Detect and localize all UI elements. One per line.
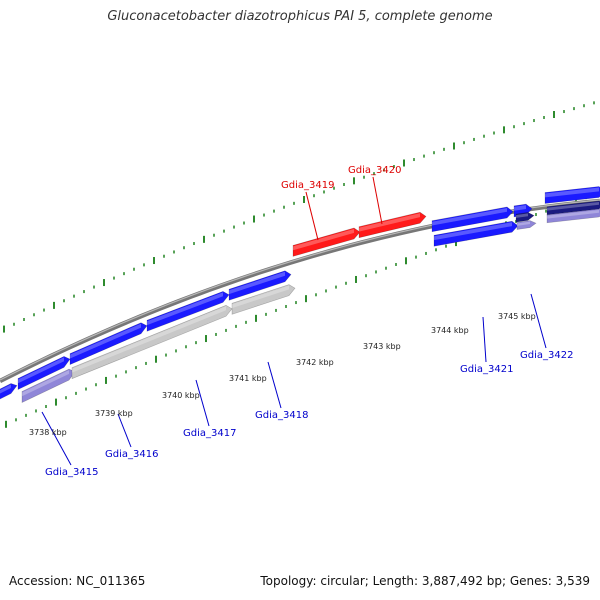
gene-bar-gray-3418[interactable] (231, 284, 296, 315)
gene-arrow-3416-shine (70, 323, 141, 359)
gene-bar-gray-3418-shine (232, 285, 289, 309)
kbp-label: 3743 kbp (363, 342, 401, 351)
gene-label[interactable]: Gdia_3417 (183, 428, 236, 439)
kbp-label: 3739 kbp (95, 409, 133, 418)
outer-tick-track (3, 101, 595, 333)
gene-bar-lavender-3422[interactable] (516, 220, 537, 230)
gene-label[interactable]: Gdia_3418 (255, 410, 308, 421)
gene-label-leader (267, 361, 282, 409)
kbp-label: 3740 kbp (162, 391, 200, 400)
gene-bar-gray-3417-shine (72, 306, 226, 373)
gene-arrow-3421a[interactable] (431, 206, 514, 233)
gene-arrow-3420[interactable] (358, 211, 427, 239)
gene-arrow-3421[interactable] (433, 220, 519, 247)
accession-label: Accession: NC_011365 (9, 574, 146, 588)
kbp-label: 3742 kbp (296, 358, 334, 367)
gene-arrow-right-edge[interactable] (544, 186, 600, 204)
gene-label-leader (482, 316, 487, 363)
gene-label[interactable]: Gdia_3420 (348, 165, 401, 176)
gene-label-leader (372, 176, 383, 225)
gene-arrow-3418-shine (229, 271, 285, 295)
kbp-label: 3741 kbp (229, 374, 267, 383)
gene-arrow-3417[interactable] (146, 291, 230, 332)
gene-label-leader (530, 293, 547, 349)
gene-label-leader (41, 411, 72, 466)
gene-bar-navy-right[interactable] (546, 200, 600, 216)
gene-arrow-3419-shine (293, 229, 354, 251)
gene-label-leader (117, 413, 132, 448)
gene-bar-lavender-right-shine (547, 210, 599, 219)
gene-arrow-3419[interactable] (292, 227, 361, 257)
gene-arrow-3418[interactable] (228, 270, 292, 301)
genome-summary: Topology: circular; Length: 3,887,492 bp… (260, 574, 590, 588)
gene-bar-lavender-right[interactable] (546, 208, 600, 224)
gene-labels[interactable]: Gdia_3415 Gdia_3416 Gdia_3417 Gdia_3418 Gdia… (45, 165, 573, 478)
gene-bar-lavender-3422-shine (517, 221, 530, 226)
gene-bar-lavender-3415-shine (22, 370, 69, 397)
gene-arrow-3417-shine (147, 292, 223, 326)
gene-arrow-3421a-shine (432, 208, 507, 226)
gene-label[interactable]: Gdia_3421 (460, 364, 513, 375)
gene-bar-navy-3422[interactable] (515, 212, 535, 223)
gene-bar-navy-3422-shine (516, 213, 528, 218)
gene-label-leader (195, 379, 210, 427)
gene-arrow-3421-shine (434, 222, 512, 241)
kbp-scale-labels: 3738 kbp 3739 kbp 3740 kbp 3741 kbp 3742 kbp… (29, 312, 536, 437)
kbp-label: 3744 kbp (431, 326, 469, 335)
gene-label-leader (305, 191, 319, 241)
kbp-label: 3745 kbp (498, 312, 536, 321)
label-leader-lines (41, 176, 547, 466)
kbp-label: 3738 kbp (29, 428, 67, 437)
gene-arrow-3421b-shine (514, 205, 526, 211)
gene-bar-navy-right-shine (547, 202, 599, 211)
gene-arrow-3415[interactable] (17, 356, 71, 390)
gene-features[interactable] (0, 186, 600, 405)
gene-label[interactable]: Gdia_3419 (281, 180, 334, 191)
gene-bar-gray-3417[interactable] (71, 304, 233, 380)
gene-arrow-3421b[interactable] (513, 203, 533, 218)
gene-label[interactable]: Gdia_3416 (105, 449, 158, 460)
gene-arrow-3420-shine (359, 213, 420, 232)
genome-title: Gluconacetobacter diazotrophicus PAI 5, … (107, 9, 493, 24)
gene-arrow-3416[interactable] (69, 322, 148, 366)
gene-arrow-right-edge-shine (545, 187, 599, 198)
gene-arrow-left-edge-shine (0, 384, 11, 394)
gene-arrow-3415-shine (18, 357, 64, 384)
gene-label[interactable]: Gdia_3422 (520, 350, 573, 361)
gene-arrow-left-edge[interactable] (0, 383, 18, 405)
gene-label[interactable]: Gdia_3415 (45, 467, 98, 478)
